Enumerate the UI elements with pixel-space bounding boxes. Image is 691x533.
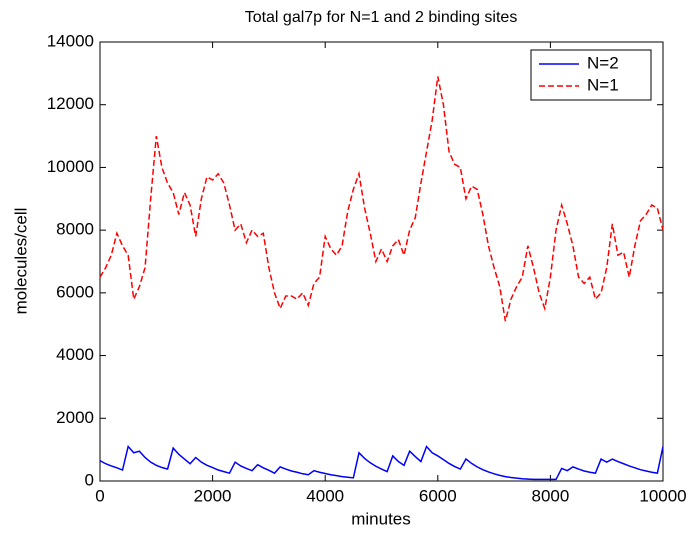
- plot-area: [99, 41, 664, 482]
- y-tick-label: 10000: [47, 157, 94, 176]
- x-tick-label: 4000: [306, 486, 344, 505]
- x-tick-label: 6000: [419, 486, 457, 505]
- chart-title: Total gal7p for N=1 and 2 binding sites: [245, 9, 518, 26]
- y-tick-label: 6000: [56, 282, 94, 301]
- x-tick-label: 0: [95, 486, 104, 505]
- x-tick-label: 8000: [531, 486, 569, 505]
- y-tick-label: 4000: [56, 345, 94, 364]
- x-axis-label: minutes: [351, 509, 411, 528]
- y-tick-label: 12000: [47, 94, 94, 113]
- y-tick-label: 0: [85, 470, 94, 489]
- x-tick-label: 2000: [194, 486, 232, 505]
- x-tick-label: 10000: [639, 486, 686, 505]
- y-tick-label: 8000: [56, 220, 94, 239]
- series-line: [99, 76, 664, 322]
- legend-label: N=1: [587, 75, 619, 94]
- legend-box: [530, 49, 652, 101]
- y-axis-label: molecules/cell: [11, 208, 30, 315]
- y-tick-label: 14000: [47, 31, 94, 50]
- y-tick-label: 2000: [56, 408, 94, 427]
- series-line: [99, 444, 664, 481]
- legend-label: N=2: [587, 53, 619, 72]
